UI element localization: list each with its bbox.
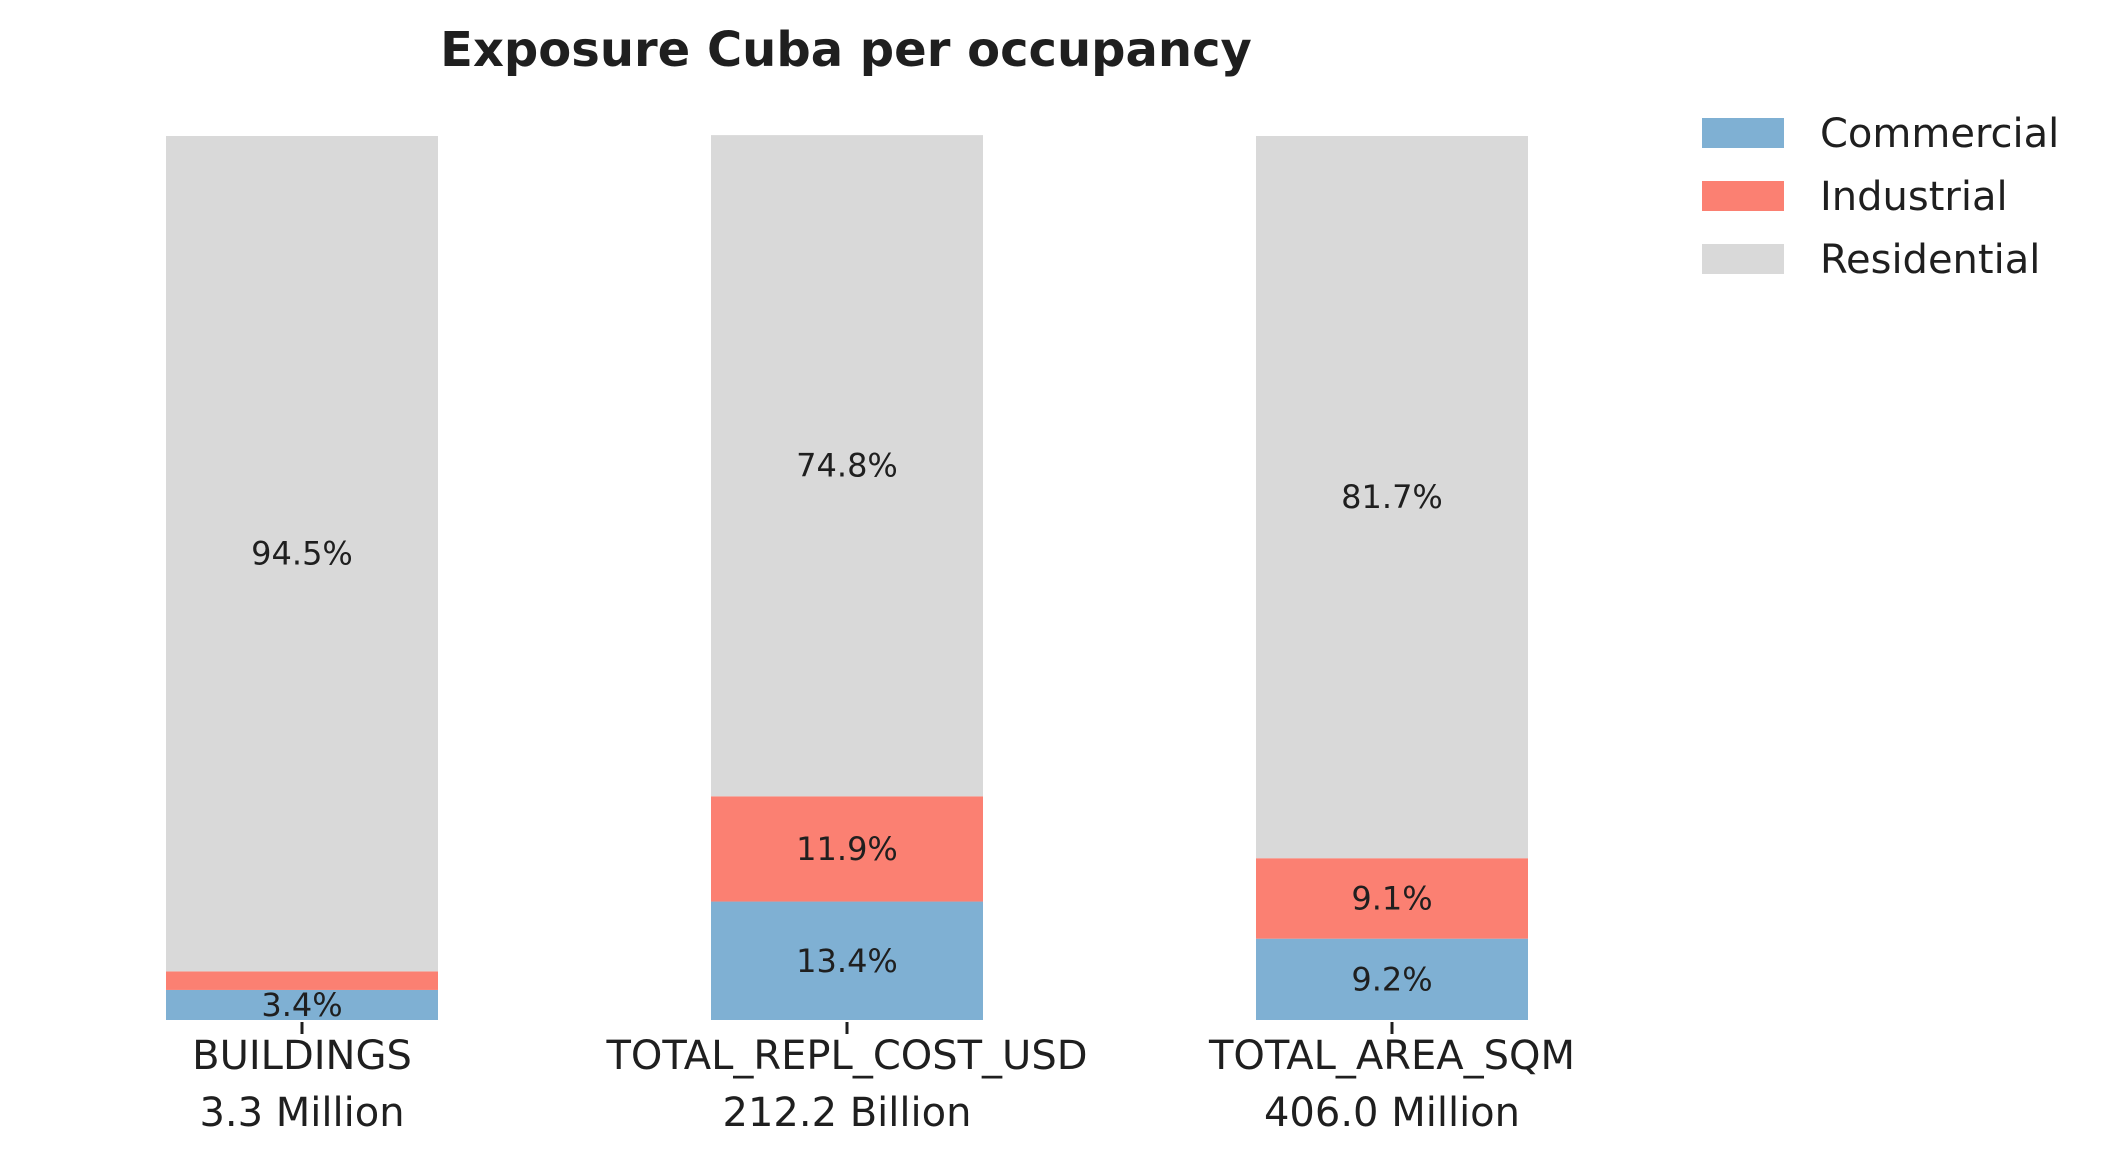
bar-segment-industrial-total_repl_cost_usd bbox=[711, 796, 983, 902]
x-axis: BUILDINGS 3.3 Million TOTAL_REPL_COST_USD 2… bbox=[192, 1022, 1575, 1136]
legend-swatch-commercial bbox=[1702, 118, 1784, 148]
x-tick-total-label: 3.3 Million bbox=[199, 1090, 404, 1136]
data-label-commercial-total_repl_cost_usd: 13.4% bbox=[796, 942, 898, 980]
chart-title: Exposure Cuba per occupancy bbox=[440, 22, 1252, 78]
x-tick-label: TOTAL_AREA_SQM bbox=[1208, 1033, 1575, 1079]
legend-label-commercial: Commercial bbox=[1820, 111, 2059, 157]
x-tick-total-label: 212.2 Billion bbox=[723, 1090, 972, 1136]
bar-segment-commercial-total_area_sqm bbox=[1256, 938, 1528, 1020]
x-tick-total-label: 406.0 Million bbox=[1264, 1090, 1520, 1136]
legend: Commercial Industrial Residential bbox=[1702, 111, 2059, 283]
bar-segment-residential-buildings bbox=[166, 136, 438, 972]
legend-swatch-industrial bbox=[1702, 181, 1784, 211]
data-label-residential-total_area_sqm: 81.7% bbox=[1341, 478, 1443, 516]
legend-swatch-residential bbox=[1702, 244, 1784, 274]
bar-segment-residential-total_area_sqm bbox=[1256, 136, 1528, 859]
legend-label-residential: Residential bbox=[1820, 237, 2040, 283]
bar-segment-commercial-total_repl_cost_usd bbox=[711, 901, 983, 1020]
data-label-industrial-total_area_sqm: 9.1% bbox=[1351, 879, 1432, 917]
data-label-industrial-total_repl_cost_usd: 11.9% bbox=[796, 830, 898, 868]
data-label-commercial-total_area_sqm: 9.2% bbox=[1351, 960, 1432, 998]
data-labels-group: 3.4% 94.5% 13.4% 11.9% 74.8% 9.2% 9.1% 81.7% bbox=[251, 447, 1443, 1024]
x-tick-label: BUILDINGS bbox=[192, 1033, 412, 1079]
data-label-residential-total_repl_cost_usd: 74.8% bbox=[796, 447, 898, 485]
x-tick-label: TOTAL_REPL_COST_USD bbox=[605, 1033, 1087, 1079]
bar-segment-commercial-buildings bbox=[166, 989, 438, 1020]
bar-segment-residential-total_repl_cost_usd bbox=[711, 135, 983, 797]
bar-segment-industrial-buildings bbox=[166, 971, 438, 990]
data-label-residential-buildings: 94.5% bbox=[251, 535, 353, 573]
bars-group bbox=[166, 135, 1528, 1020]
legend-label-industrial: Industrial bbox=[1820, 174, 2008, 220]
bar-segment-industrial-total_area_sqm bbox=[1256, 858, 1528, 939]
data-label-commercial-buildings: 3.4% bbox=[261, 986, 342, 1024]
